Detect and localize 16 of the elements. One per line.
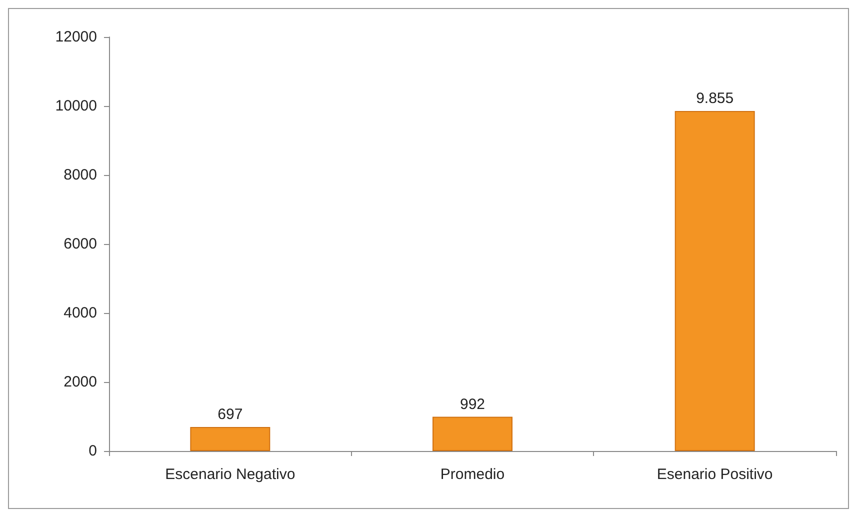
x-tick-label: Promedio (440, 466, 505, 483)
y-tick-label: 12000 (55, 28, 97, 46)
x-tick-label: Esenario Positivo (656, 466, 773, 483)
bar (190, 426, 270, 451)
y-tick-label: 2000 (64, 374, 97, 390)
y-tick-label: 4000 (64, 304, 97, 322)
y-tick-label: 8000 (64, 166, 97, 184)
data-label: 9.855 (696, 90, 734, 108)
y-tick-label: 10000 (55, 98, 97, 114)
y-tick-label: 6000 (64, 236, 97, 252)
y-tick-label: 0 (88, 442, 97, 460)
data-label: 697 (218, 406, 243, 423)
data-label: 992 (460, 396, 486, 413)
bar (674, 111, 755, 451)
bar (432, 416, 512, 451)
x-tick-label: Escenario Negativo (165, 466, 296, 483)
